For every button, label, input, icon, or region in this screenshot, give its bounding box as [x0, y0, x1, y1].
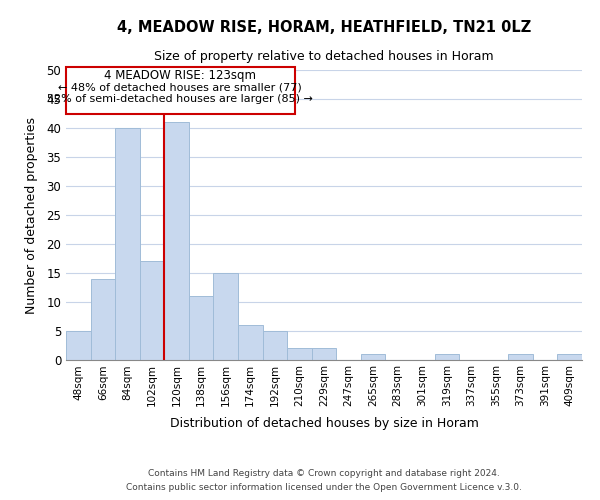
Text: 52% of semi-detached houses are larger (85) →: 52% of semi-detached houses are larger (…	[47, 94, 313, 104]
Text: 4 MEADOW RISE: 123sqm: 4 MEADOW RISE: 123sqm	[104, 69, 256, 82]
X-axis label: Distribution of detached houses by size in Horam: Distribution of detached houses by size …	[170, 418, 478, 430]
Bar	[66, 331, 91, 360]
Text: ← 48% of detached houses are smaller (77): ← 48% of detached houses are smaller (77…	[58, 82, 302, 92]
Bar	[91, 279, 115, 360]
Text: Size of property relative to detached houses in Horam: Size of property relative to detached ho…	[154, 50, 494, 63]
Bar	[263, 331, 287, 360]
Bar	[140, 262, 164, 360]
Bar	[434, 354, 459, 360]
Text: Contains public sector information licensed under the Open Government Licence v.: Contains public sector information licen…	[126, 484, 522, 492]
Bar	[557, 354, 582, 360]
Bar	[214, 273, 238, 360]
Bar	[115, 128, 140, 360]
Bar	[238, 325, 263, 360]
Bar	[312, 348, 336, 360]
Y-axis label: Number of detached properties: Number of detached properties	[25, 116, 38, 314]
Bar	[164, 122, 189, 360]
Bar	[189, 296, 214, 360]
Bar	[287, 348, 312, 360]
Bar	[508, 354, 533, 360]
FancyBboxPatch shape	[66, 67, 295, 114]
Bar	[361, 354, 385, 360]
Text: Contains HM Land Registry data © Crown copyright and database right 2024.: Contains HM Land Registry data © Crown c…	[148, 468, 500, 477]
Text: 4, MEADOW RISE, HORAM, HEATHFIELD, TN21 0LZ: 4, MEADOW RISE, HORAM, HEATHFIELD, TN21 …	[117, 20, 531, 35]
